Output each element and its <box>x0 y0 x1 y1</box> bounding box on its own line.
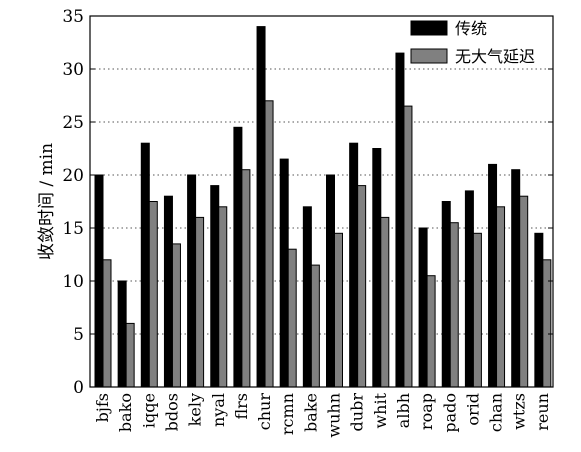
bar-dubr-series-1 <box>349 142 359 388</box>
bar-rcmn-series-1 <box>279 158 289 388</box>
x-tick-label: chur <box>255 393 274 431</box>
bar-iqqe-series-2 <box>148 201 158 388</box>
x-tick-label: bake <box>301 393 320 432</box>
x-tick-label: roap <box>417 393 436 430</box>
y-tick-label: 30 <box>62 60 84 80</box>
x-tick-label: whit <box>371 392 390 428</box>
y-tick-label: 5 <box>73 325 84 345</box>
bar-rcmn-series-2 <box>287 248 297 388</box>
x-tick-label: kely <box>186 393 205 426</box>
y-axis-label: 收敛时间 / min <box>37 143 57 260</box>
x-tick-label: bako <box>116 393 135 432</box>
x-tick-label: reun <box>533 393 552 431</box>
y-tick-label: 10 <box>62 272 84 292</box>
bar-chan-series-1 <box>488 163 498 388</box>
bar-pado-series-1 <box>441 201 451 388</box>
y-tick-label: 35 <box>62 7 84 27</box>
plot-frame <box>89 15 554 388</box>
x-tick-label: bdos <box>162 393 181 431</box>
bar-albh-series-1 <box>395 52 405 388</box>
x-tick-label: wtzs <box>510 393 529 430</box>
bar-bdos-series-2 <box>171 243 181 388</box>
bar-wuhn-series-2 <box>334 232 343 388</box>
x-tick-label: albh <box>394 393 413 428</box>
bar-wtzs-series-1 <box>511 169 521 388</box>
bar-wuhn-series-1 <box>326 174 335 388</box>
bar-bake-series-2 <box>310 264 320 388</box>
x-tick-label: dubr <box>348 393 367 432</box>
bar-bako-series-1 <box>117 280 127 388</box>
x-tick-label: nyal <box>209 393 228 427</box>
x-tick-label: wuhn <box>325 393 344 438</box>
x-tick-label: orid <box>463 393 482 426</box>
bar-orid-series-1 <box>464 190 474 388</box>
bar-iqqe-series-1 <box>140 142 150 388</box>
bars <box>94 26 552 388</box>
bar-kely-series-1 <box>187 174 197 388</box>
bar-bako-series-2 <box>125 322 135 388</box>
legend-swatch <box>410 20 448 36</box>
bar-albh-series-2 <box>403 105 413 388</box>
bar-nyal-series-2 <box>218 206 228 388</box>
y-tick-label: 15 <box>62 219 84 239</box>
bar-bjfs-series-1 <box>94 174 104 388</box>
bar-roap-series-2 <box>426 275 436 388</box>
bar-chur-series-2 <box>264 100 274 388</box>
bar-chur-series-1 <box>256 26 266 388</box>
bar-bake-series-1 <box>302 206 312 388</box>
bar-nyal-series-1 <box>210 185 220 388</box>
legend-label: 无大气延迟 <box>455 47 535 66</box>
x-tick-label: pado <box>440 393 459 433</box>
bar-chan-series-2 <box>496 206 506 388</box>
x-tick-label: chan <box>487 393 506 432</box>
bar-flrs-series-1 <box>233 126 243 388</box>
x-axis-labels: bjfs bako iqqe bdos kely nyal flrs chur rcmn bake… <box>93 392 552 437</box>
bar-whit-series-2 <box>380 216 390 388</box>
bar-whit-series-1 <box>372 148 382 388</box>
grid-lines <box>90 68 553 335</box>
bar-reun-series-2 <box>542 259 552 388</box>
bar-flrs-series-2 <box>241 169 251 388</box>
x-tick-label: flrs <box>232 393 251 420</box>
bar-wtzs-series-2 <box>519 195 529 388</box>
y-tick-label: 25 <box>62 113 84 133</box>
bar-reun-series-1 <box>534 232 544 388</box>
bar-dubr-series-2 <box>357 185 367 388</box>
x-tick-label: bjfs <box>93 393 112 422</box>
legend-swatch <box>410 48 448 64</box>
bar-roap-series-1 <box>418 227 428 388</box>
y-axis-ticks: 0 5 10 15 20 25 30 35 <box>62 7 553 398</box>
bar-pado-series-2 <box>449 222 459 388</box>
x-tick-label: rcmn <box>278 393 297 435</box>
bar-orid-series-2 <box>472 232 482 388</box>
x-tick-label: iqqe <box>139 393 158 428</box>
y-tick-label: 20 <box>62 166 84 186</box>
legend-label: 传统 <box>455 19 487 38</box>
y-tick-label: 0 <box>73 378 84 398</box>
bar-kely-series-2 <box>195 216 205 388</box>
bar-bdos-series-1 <box>163 195 173 388</box>
bar-bjfs-series-2 <box>102 259 112 388</box>
